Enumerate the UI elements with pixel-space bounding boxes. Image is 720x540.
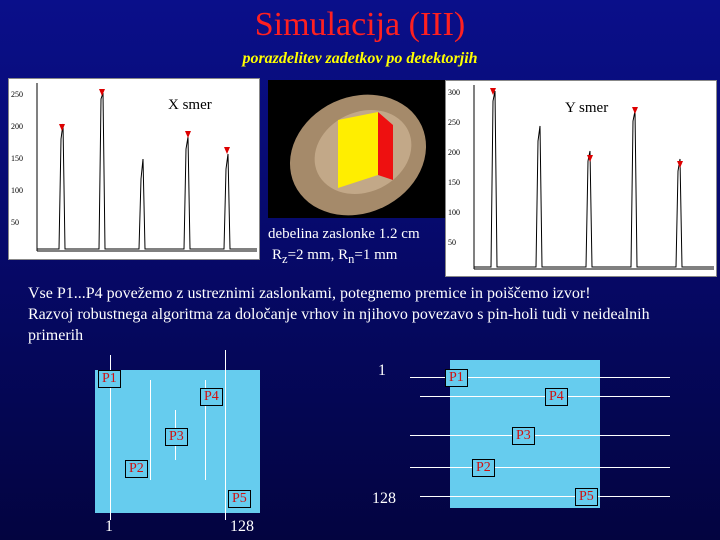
x-direction-histogram: 250 200 150 100 50 [8, 78, 260, 260]
y-ytick: 50 [448, 238, 456, 247]
slide-subtitle: porazdelitev zadetkov po detektorjih [242, 50, 478, 67]
collimator-svg [289, 94, 427, 216]
right-horizontal-line [410, 377, 670, 378]
right-axis-max: 128 [372, 490, 396, 507]
y-histogram-svg: 300 250 200 150 100 50 [448, 85, 714, 270]
left-axis-min: 1 [105, 518, 113, 535]
right-pad-p1: P1 [445, 369, 468, 387]
left-pad-p3: P3 [165, 428, 188, 446]
y-ytick: 150 [448, 178, 460, 187]
y-direction-histogram: 300 250 200 150 100 50 [445, 80, 717, 277]
x-ytick: 100 [11, 186, 23, 195]
radius-n-subscript: n [348, 252, 355, 266]
right-horizontal-line [410, 435, 670, 436]
x-ytick: 200 [11, 122, 23, 131]
left-pad-p4: P4 [200, 388, 223, 406]
left-pad-p1: P1 [98, 370, 121, 388]
body-line-1: Vse P1...P4 povežemo z ustreznimi zaslon… [28, 285, 591, 302]
right-pad-p5: P5 [575, 488, 598, 506]
left-vertical-line [110, 355, 111, 520]
right-horizontal-line [420, 496, 670, 497]
y-ytick: 250 [448, 118, 460, 127]
x-direction-label: X smer [166, 97, 214, 114]
radius-z-value: =2 mm, R [287, 247, 349, 263]
right-pad-p2: P2 [472, 459, 495, 477]
y-ytick: 100 [448, 208, 460, 217]
body-paragraph: Vse P1...P4 povežemo z ustreznimi zaslon… [28, 283, 708, 346]
y-direction-label: Y smer [563, 100, 611, 117]
left-pad-p2: P2 [125, 460, 148, 478]
left-axis-max: 128 [230, 518, 254, 535]
right-pad-p3: P3 [512, 427, 535, 445]
collimator-render [268, 80, 448, 218]
x-histogram-svg: 250 200 150 100 50 [11, 83, 257, 252]
slide-title: Simulacija (III) [254, 6, 466, 43]
radius-note: Rz=2 mm, Rn=1 mm [272, 247, 397, 267]
left-pad-p5: P5 [228, 490, 251, 508]
radius-n-value: =1 mm [354, 247, 398, 263]
y-ytick: 200 [448, 148, 460, 157]
radius-z-subscript: z [282, 252, 288, 266]
right-axis-min: 1 [378, 362, 386, 379]
right-horizontal-line [410, 467, 670, 468]
y-ytick: 300 [448, 88, 460, 97]
left-vertical-line [225, 350, 226, 520]
radius-z-symbol: R [272, 247, 283, 263]
left-vertical-line [205, 380, 206, 480]
body-line-2: Razvoj robustnega algoritma za določanje… [28, 306, 650, 344]
right-pad-p4: P4 [545, 388, 568, 406]
left-vertical-line [150, 380, 151, 480]
x-ytick: 150 [11, 154, 23, 163]
x-ytick: 50 [11, 218, 19, 227]
thickness-note: debelina zaslonke 1.2 cm [268, 226, 420, 242]
x-ytick: 250 [11, 90, 23, 99]
